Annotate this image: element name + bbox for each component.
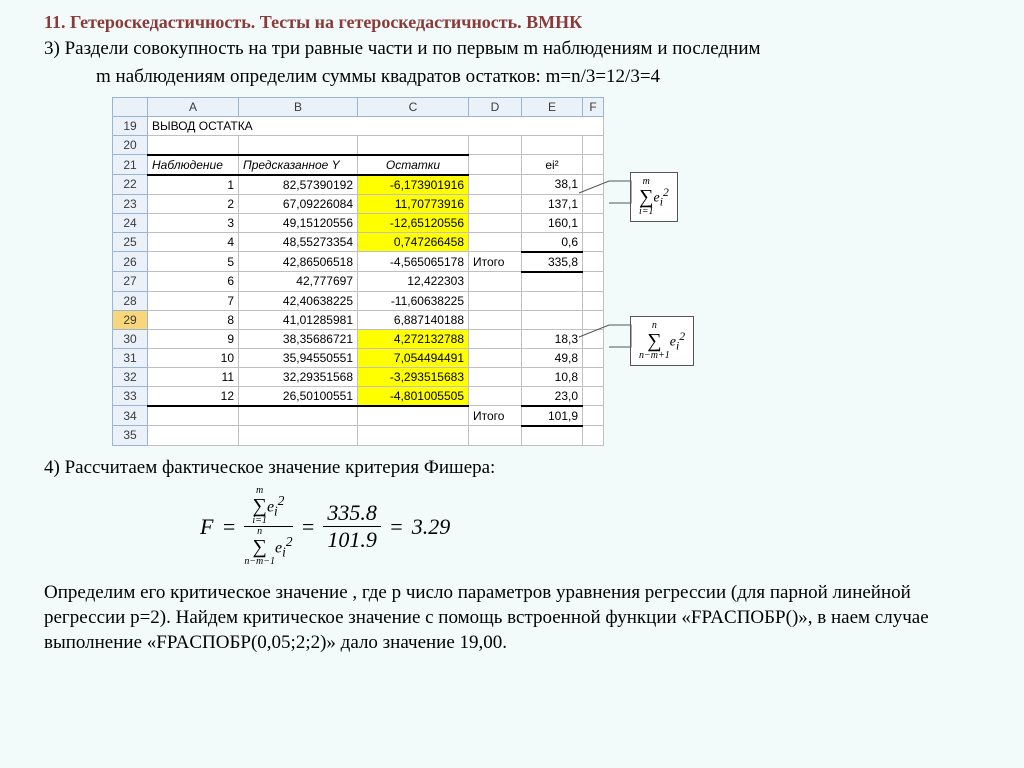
spreadsheet: A B C D E F 19 ВЫВОД ОСТАТКА 20 21 Наблю…: [112, 97, 1024, 446]
col-head-C: C: [358, 97, 469, 116]
col-head-F: F: [583, 97, 604, 116]
formula-den: 101.9: [323, 527, 381, 553]
callout-sum-bottom: n∑n−m+1 ei2: [630, 316, 694, 366]
hdr-residuals: Остатки: [358, 155, 469, 175]
page-title: 11. Гетероскедастичность. Тесты на гетер…: [0, 0, 1024, 37]
row-head: 19: [113, 116, 148, 135]
row-head: 20: [113, 135, 148, 155]
col-head-E: E: [522, 97, 583, 116]
output-title: ВЫВОД ОСТАТКА: [148, 116, 604, 135]
fisher-formula: F = m∑i=1ei2 n∑n−m−1ei2 = 335.8 101.9 = …: [200, 486, 1024, 567]
excel-table: A B C D E F 19 ВЫВОД ОСТАТКА 20 21 Наблю…: [112, 97, 604, 446]
row-head: 21: [113, 155, 148, 175]
hdr-ei2: ei²: [522, 155, 583, 175]
callout-sum-top: m∑i=1 ei2: [630, 172, 678, 222]
step3-line2: m наблюдениям определим суммы квадратов …: [0, 65, 1024, 93]
conclusion-paragraph: Определим его критическое значение , где…: [0, 575, 1024, 655]
col-header-row: A B C D E F: [113, 97, 604, 116]
col-head-B: B: [239, 97, 358, 116]
formula-result: 3.29: [412, 514, 451, 540]
hdr-predicted: Предсказанное Y: [239, 155, 358, 175]
formula-lhs: F: [200, 514, 213, 540]
corner-cell: [113, 97, 148, 116]
step3-line1: 3) Раздели совокупность на три равные ча…: [0, 37, 1024, 65]
step4-text: 4) Рассчитаем фактическое значение крите…: [0, 446, 1024, 481]
hdr-observation: Наблюдение: [148, 155, 239, 175]
col-head-D: D: [469, 97, 522, 116]
col-head-A: A: [148, 97, 239, 116]
formula-num: 335.8: [323, 500, 381, 527]
